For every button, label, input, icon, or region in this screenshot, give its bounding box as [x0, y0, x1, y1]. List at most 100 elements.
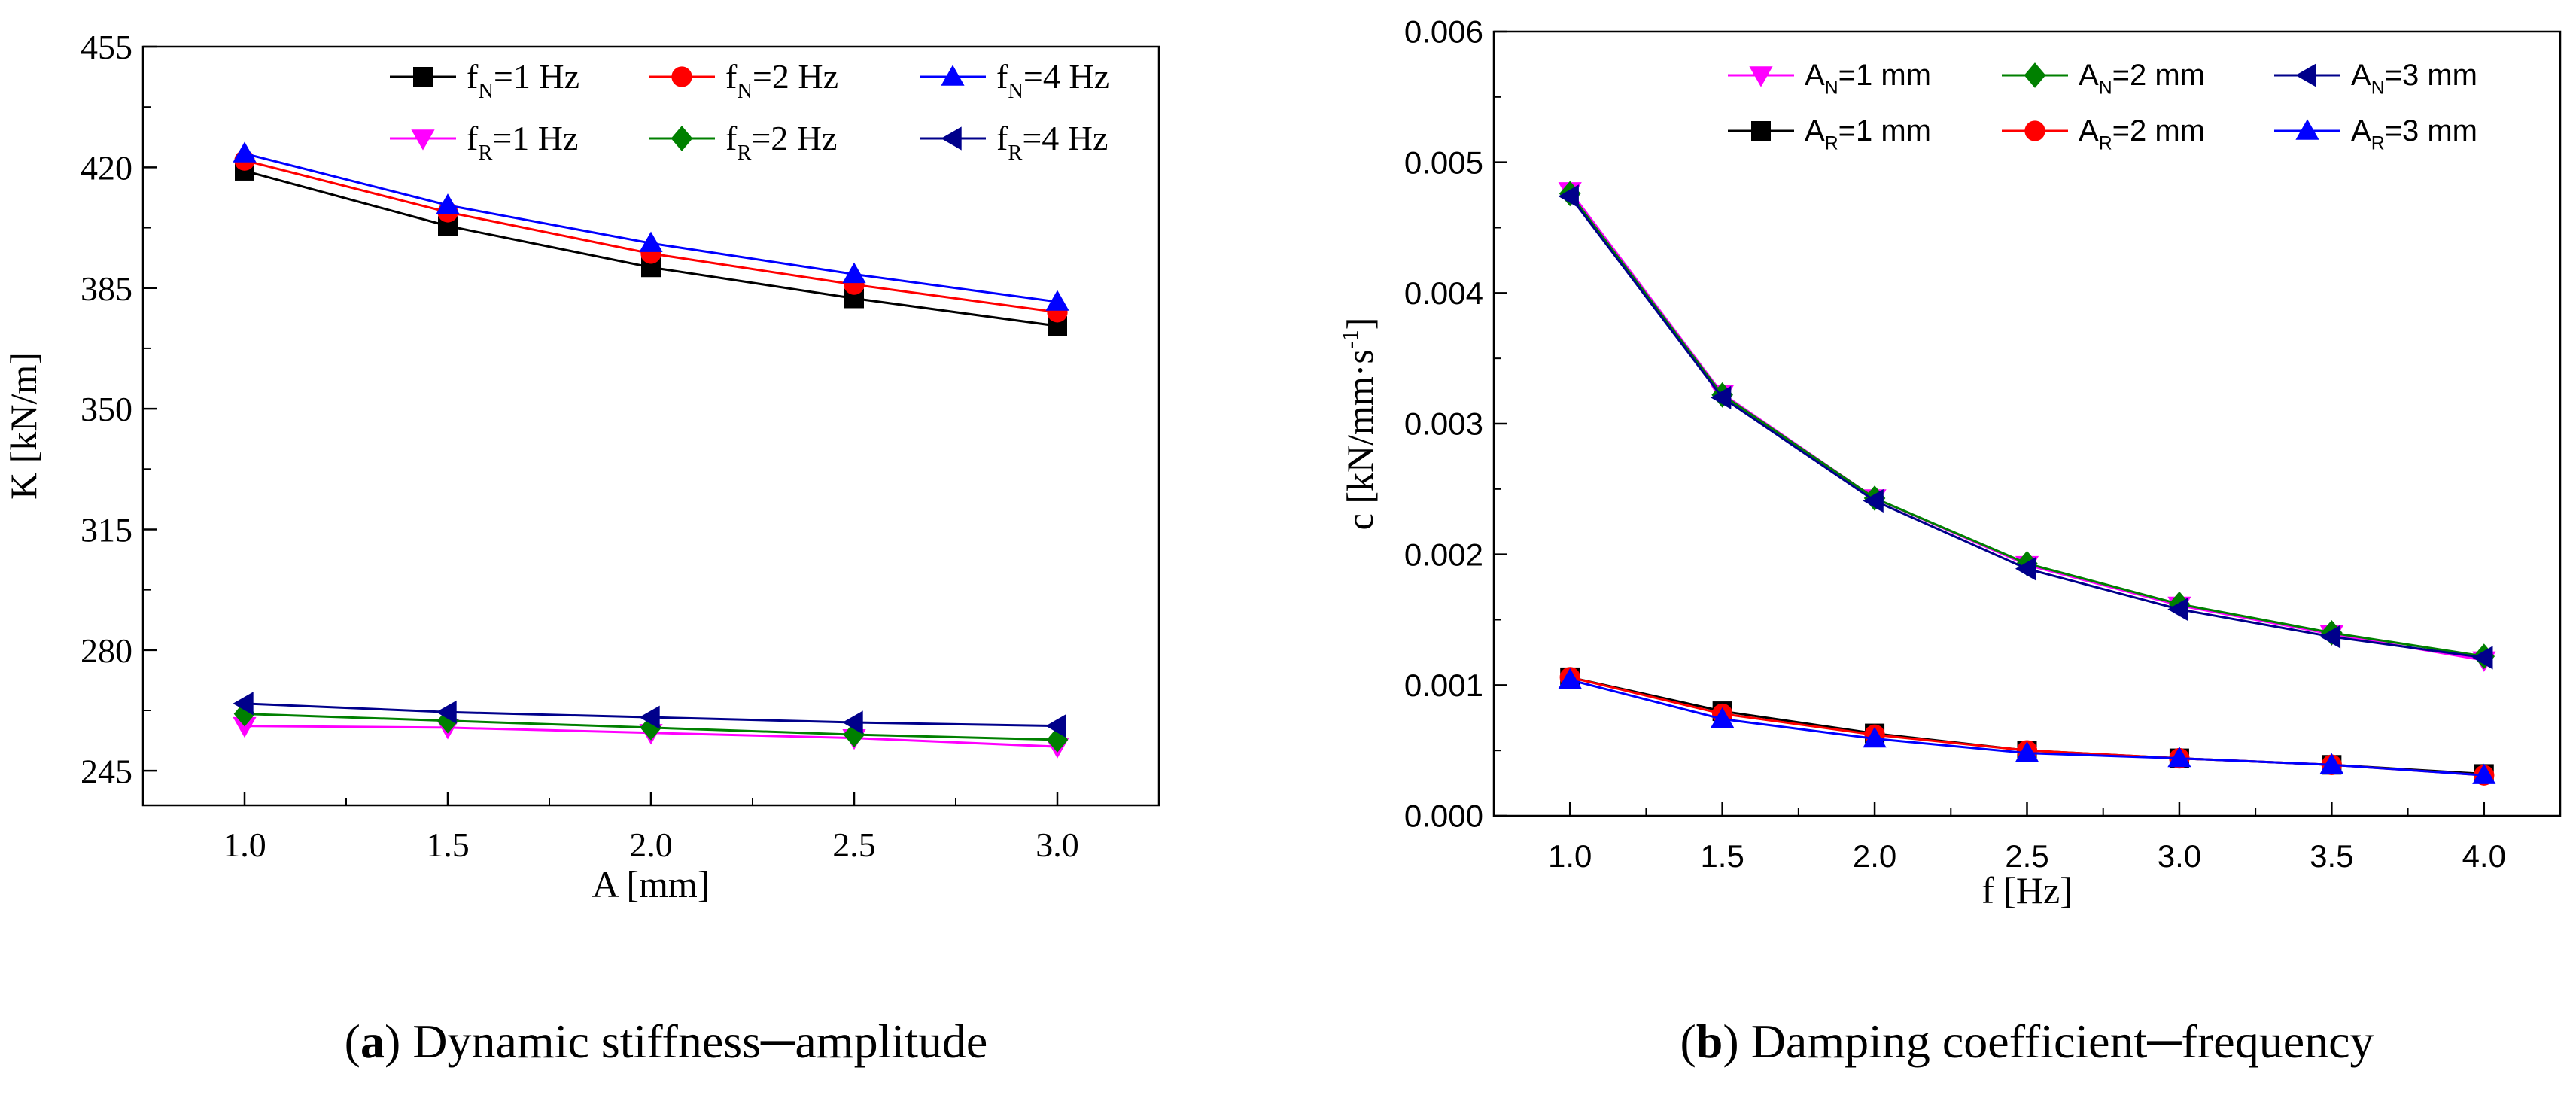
- y-tick-label: 0.003: [1404, 406, 1483, 442]
- series-fr-4-hz: [233, 692, 1066, 738]
- data-point: [1558, 668, 1582, 689]
- legend-marker: [413, 67, 433, 87]
- legend-label-main: A: [2079, 114, 2099, 148]
- data-point: [1863, 726, 1887, 748]
- y-tick-label: 385: [81, 269, 132, 308]
- legend-item: AN=2 mm: [2002, 59, 2205, 98]
- legend-item: fR=4 Hz: [920, 119, 1108, 165]
- y-tick-label: 0.004: [1404, 275, 1483, 311]
- y-axis-label-end: ]: [1339, 318, 1381, 330]
- data-point: [2015, 557, 2036, 581]
- legend-label-sub: R: [478, 141, 492, 165]
- legend-label-rest: =1 mm: [1838, 114, 1931, 148]
- data-point: [2167, 598, 2188, 622]
- legend-label-rest: =2 mm: [2112, 59, 2205, 92]
- legend-label: fN=1 Hz: [467, 57, 579, 103]
- legend-marker: [1751, 121, 1771, 141]
- x-tick-label: 1.5: [1700, 838, 1744, 874]
- legend-label-main: f: [996, 119, 1008, 157]
- legend-item: fN=4 Hz: [920, 57, 1109, 103]
- series-an-3-mm: [1558, 184, 2493, 670]
- legend-label-main: f: [996, 57, 1008, 96]
- caption-paren-open: (: [345, 1014, 360, 1068]
- caption-letter: b: [1696, 1014, 1723, 1068]
- legend-label-sub: N: [1008, 80, 1023, 103]
- legend-label-rest: =1 Hz: [494, 57, 579, 96]
- legend-label: AR=1 mm: [1805, 114, 1931, 154]
- legend-marker: [671, 66, 692, 87]
- legend-label-main: f: [725, 57, 738, 96]
- y-tick-label: 350: [81, 390, 132, 428]
- data-point: [639, 705, 660, 729]
- x-tick-label: 1.0: [223, 826, 266, 864]
- data-point: [436, 707, 459, 734]
- caption-paren-close: ): [1723, 1014, 1750, 1068]
- legend-label-rest: =3 mm: [2385, 59, 2477, 92]
- x-tick-label: 2.5: [2005, 838, 2048, 874]
- x-tick-label: 1.0: [1548, 838, 1592, 874]
- legend-label-main: A: [2351, 59, 2371, 92]
- y-axis-label-main: c [kN/mm·s: [1339, 349, 1381, 530]
- y-tick-label: 315: [81, 511, 132, 549]
- legend-label-main: A: [2351, 114, 2371, 148]
- y-tick-label: 245: [81, 752, 132, 790]
- legend-label-sub: N: [2099, 78, 2112, 98]
- y-tick-label: 0.002: [1404, 537, 1483, 572]
- data-point: [436, 700, 457, 724]
- y-tick-label: 0.000: [1404, 798, 1483, 834]
- legend-item: fN=1 Hz: [390, 57, 579, 103]
- y-axis-label: K [kN/m]: [2, 352, 44, 500]
- legend-label-main: A: [1805, 59, 1825, 92]
- legend-label-main: A: [2079, 59, 2099, 92]
- legend-label-rest: =2 mm: [2112, 114, 2205, 148]
- legend-label: AR=2 mm: [2079, 114, 2205, 154]
- legend-marker: [2295, 63, 2316, 87]
- legend-label-sub: R: [2371, 133, 2385, 154]
- legend-item: AR=1 mm: [1728, 114, 1931, 154]
- data-point: [2319, 753, 2343, 774]
- legend-label: AR=3 mm: [2351, 114, 2477, 154]
- legend-marker: [941, 126, 962, 151]
- x-tick-label: 3.0: [1036, 826, 1079, 864]
- legend-item: AR=2 mm: [2002, 114, 2205, 154]
- legend-marker: [941, 65, 965, 86]
- y-tick-label: 0.001: [1404, 668, 1483, 703]
- legend-item: AN=3 mm: [2274, 59, 2477, 98]
- data-point: [436, 193, 460, 214]
- legend-label: fN=4 Hz: [996, 57, 1109, 103]
- figure-caption: (a) Dynamic stiffness─amplitude: [345, 1014, 988, 1068]
- data-point: [1863, 488, 1884, 513]
- x-tick-label: 3.5: [2310, 838, 2353, 874]
- y-axis-label-main: K [kN/m]: [2, 352, 44, 500]
- x-tick-label: 3.0: [2158, 838, 2201, 874]
- legend-item: fN=2 Hz: [649, 57, 838, 103]
- legend-label-rest: =4 Hz: [1022, 119, 1108, 157]
- x-tick-label: 4.0: [2462, 838, 2506, 874]
- data-point: [2319, 625, 2341, 649]
- legend-label-rest: =2 Hz: [751, 119, 837, 157]
- data-point: [842, 262, 866, 284]
- legend-label: fR=1 Hz: [467, 119, 578, 165]
- legend-label: fN=2 Hz: [725, 57, 838, 103]
- legend-label-sub: N: [2371, 78, 2385, 98]
- data-point: [2472, 646, 2493, 670]
- legend-label-main: A: [1805, 114, 1825, 148]
- y-tick-label: 455: [81, 28, 132, 66]
- legend-label-rest: =1 mm: [1838, 59, 1931, 92]
- legend-label-sub: R: [1008, 141, 1022, 165]
- caption-paren-close: ): [385, 1014, 412, 1068]
- data-point: [233, 716, 257, 738]
- data-point: [2167, 746, 2191, 768]
- data-point: [1045, 714, 1066, 738]
- y-axis-label-sup: -1: [1337, 330, 1363, 349]
- legend-label: AN=1 mm: [1805, 59, 1931, 98]
- legend-label-sub: R: [2099, 133, 2112, 154]
- x-tick-label: 1.5: [426, 826, 470, 864]
- caption-letter: a: [360, 1014, 385, 1068]
- legend-item: AR=3 mm: [2274, 114, 2477, 154]
- series-ar-3-mm: [1558, 668, 2496, 784]
- chart-a-stiffness-amplitude: 1.0 1.5 2.0 2.5 3.0 245 280 315 350 385 420 455 A [m…: [2, 28, 1160, 1068]
